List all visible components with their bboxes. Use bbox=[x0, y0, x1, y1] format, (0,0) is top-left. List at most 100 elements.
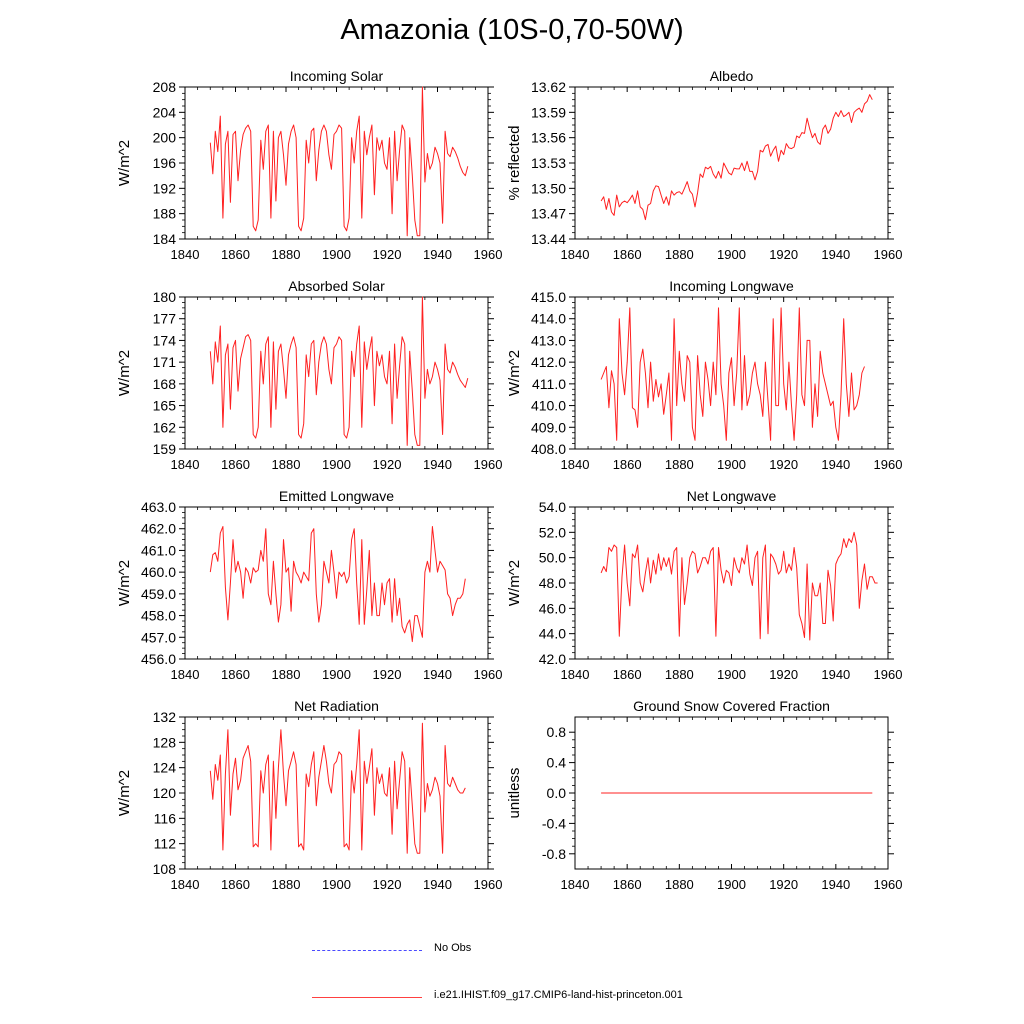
y-tick-label: 124 bbox=[153, 760, 177, 776]
y-tick-label: 184 bbox=[153, 231, 177, 247]
y-tick-label: 412.0 bbox=[531, 354, 566, 370]
panel-6: 1840 1860 1880 1900 1920 1940 1960 42.0 44.0 46.0… bbox=[506, 488, 902, 682]
y-tick-label: 180 bbox=[153, 289, 177, 305]
y-tick-label: 52.0 bbox=[539, 524, 566, 540]
y-tick-label: 200 bbox=[153, 130, 177, 146]
x-tick-label: 1940 bbox=[821, 457, 850, 472]
legend-model-line bbox=[312, 997, 422, 998]
y-tick-label: 112 bbox=[154, 836, 177, 852]
series-line bbox=[209, 296, 469, 446]
panel-title: Albedo bbox=[710, 68, 754, 84]
y-axis-label: W/m^2 bbox=[506, 350, 523, 396]
y-tick-label: 13.50 bbox=[531, 180, 566, 196]
y-tick-label: -0.4 bbox=[542, 815, 566, 831]
x-tick-label: 1900 bbox=[717, 457, 746, 472]
x-tick-label: 1860 bbox=[613, 247, 642, 262]
y-tick-label: 410.0 bbox=[531, 398, 566, 414]
x-tick-label: 1920 bbox=[373, 667, 402, 682]
y-tick-label: 13.59 bbox=[531, 104, 566, 120]
x-tick-label: 1920 bbox=[769, 457, 798, 472]
y-tick-label: 0.4 bbox=[547, 755, 567, 771]
y-tick-label: 162 bbox=[153, 419, 177, 435]
y-axis-label: W/m^2 bbox=[116, 140, 133, 186]
x-tick-label: 1840 bbox=[171, 667, 200, 682]
x-tick-label: 1840 bbox=[171, 247, 200, 262]
x-tick-label: 1880 bbox=[665, 667, 694, 682]
panel-title: Incoming Solar bbox=[290, 68, 384, 84]
y-tick-label: 42.0 bbox=[539, 651, 566, 667]
x-tick-label: 1960 bbox=[474, 247, 503, 262]
x-tick-label: 1840 bbox=[171, 877, 200, 892]
panel-title: Ground Snow Covered Fraction bbox=[633, 698, 830, 714]
x-tick-label: 1960 bbox=[474, 457, 503, 472]
y-tick-label: 174 bbox=[153, 332, 177, 348]
x-tick-label: 1840 bbox=[171, 457, 200, 472]
x-tick-label: 1940 bbox=[821, 667, 850, 682]
panel-1: 1840 1860 1880 1900 1920 1940 1960 184 188 192 196… bbox=[116, 68, 502, 262]
y-tick-label: 48.0 bbox=[539, 575, 566, 591]
y-axis-label: unitless bbox=[506, 768, 523, 819]
y-tick-label: 13.53 bbox=[531, 155, 566, 171]
x-tick-label: 1940 bbox=[821, 877, 850, 892]
x-tick-label: 1940 bbox=[423, 247, 452, 262]
x-tick-label: 1880 bbox=[272, 877, 301, 892]
x-tick-label: 1900 bbox=[322, 247, 351, 262]
x-tick-label: 1880 bbox=[665, 247, 694, 262]
x-tick-label: 1900 bbox=[322, 457, 351, 472]
x-tick-label: 1880 bbox=[272, 667, 301, 682]
legend-obs-label: No Obs bbox=[434, 942, 472, 954]
y-axis-label: % reflected bbox=[506, 125, 523, 200]
y-tick-label: 13.44 bbox=[531, 231, 566, 247]
x-tick-label: 1920 bbox=[769, 877, 798, 892]
panel-title: Absorbed Solar bbox=[288, 278, 385, 294]
y-tick-label: 459.0 bbox=[141, 586, 176, 602]
y-tick-label: 460.0 bbox=[141, 564, 176, 580]
x-tick-label: 1900 bbox=[717, 667, 746, 682]
y-tick-label: 171 bbox=[153, 354, 177, 370]
x-tick-label: 1960 bbox=[874, 457, 903, 472]
y-tick-label: 208 bbox=[153, 79, 177, 95]
x-tick-label: 1860 bbox=[613, 667, 642, 682]
x-tick-label: 1880 bbox=[272, 247, 301, 262]
y-tick-label: 165 bbox=[153, 398, 177, 414]
y-axis-label: W/m^2 bbox=[506, 560, 523, 606]
y-tick-label: 462.0 bbox=[141, 521, 176, 537]
y-tick-label: 54.0 bbox=[539, 499, 566, 515]
y-tick-label: 192 bbox=[153, 180, 177, 196]
x-tick-label: 1880 bbox=[272, 457, 301, 472]
panel-4: 1840 1860 1880 1900 1920 1940 1960 408.0 409.0 41… bbox=[506, 278, 902, 472]
series-line bbox=[600, 531, 878, 641]
x-tick-label: 1920 bbox=[373, 247, 402, 262]
y-tick-label: 13.62 bbox=[531, 79, 566, 95]
y-tick-label: 408.0 bbox=[531, 441, 566, 457]
x-tick-label: 1960 bbox=[474, 667, 503, 682]
y-tick-label: 108 bbox=[153, 861, 177, 877]
x-tick-label: 1880 bbox=[665, 457, 694, 472]
x-tick-label: 1940 bbox=[821, 247, 850, 262]
y-tick-label: 13.56 bbox=[531, 130, 566, 146]
y-axis-label: W/m^2 bbox=[116, 770, 133, 816]
y-tick-label: 413.0 bbox=[531, 332, 566, 348]
y-tick-label: -0.8 bbox=[542, 846, 566, 862]
y-tick-label: 411.0 bbox=[532, 376, 566, 392]
x-tick-label: 1900 bbox=[322, 667, 351, 682]
y-axis-label: W/m^2 bbox=[116, 350, 133, 396]
x-tick-label: 1900 bbox=[322, 877, 351, 892]
page-title: Amazonia (10S-0,70-50W) bbox=[340, 14, 684, 46]
y-tick-label: 414.0 bbox=[531, 311, 566, 327]
x-tick-label: 1880 bbox=[665, 877, 694, 892]
y-tick-label: 128 bbox=[153, 734, 177, 750]
y-tick-label: 456.0 bbox=[141, 651, 176, 667]
x-tick-label: 1920 bbox=[769, 247, 798, 262]
series-line bbox=[209, 722, 466, 854]
panel-title: Incoming Longwave bbox=[669, 278, 794, 294]
x-tick-label: 1920 bbox=[373, 457, 402, 472]
y-tick-label: 463.0 bbox=[141, 499, 176, 515]
panel-5: 1840 1860 1880 1900 1920 1940 1960 456.0 457.0 45… bbox=[116, 488, 502, 682]
x-tick-label: 1940 bbox=[423, 877, 452, 892]
y-tick-label: 168 bbox=[153, 376, 177, 392]
y-axis-label: W/m^2 bbox=[116, 560, 133, 606]
x-tick-label: 1960 bbox=[874, 667, 903, 682]
x-tick-label: 1960 bbox=[874, 247, 903, 262]
x-tick-label: 1940 bbox=[423, 667, 452, 682]
